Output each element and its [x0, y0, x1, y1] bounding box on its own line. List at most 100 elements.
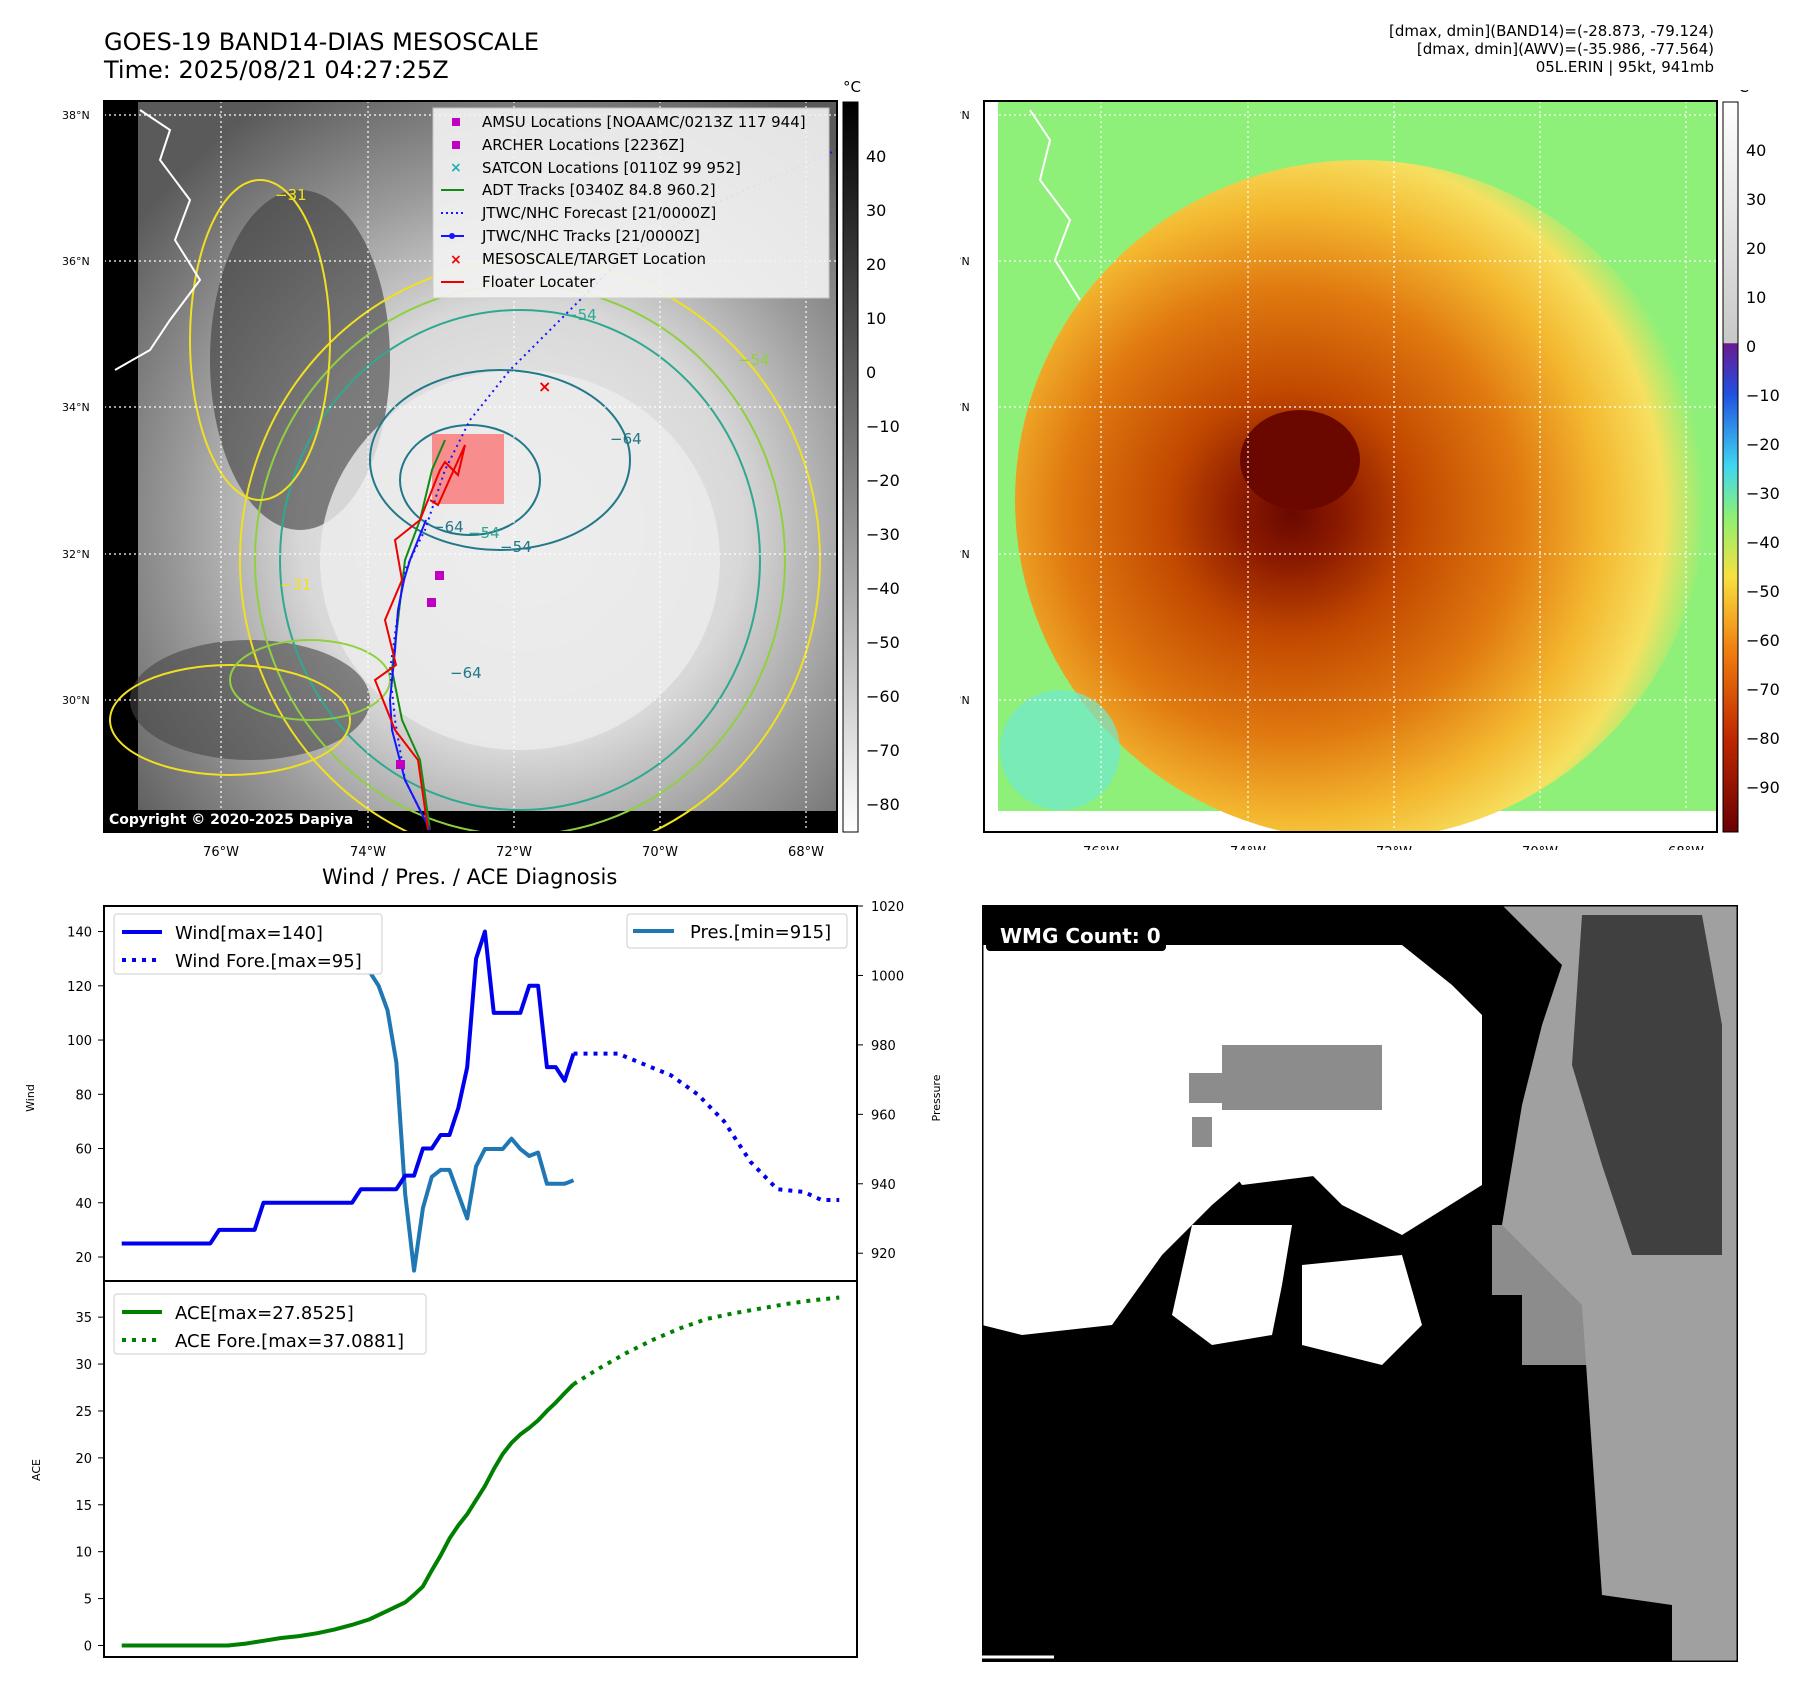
wmg-gray-region [1222, 1045, 1382, 1110]
copyright-label: Copyright © 2020-2025 Dapiya [104, 810, 359, 830]
lat-label: 38°N [62, 109, 90, 122]
cbar-tick: 30 [1746, 190, 1766, 209]
legend-floater: Floater Locater [482, 273, 596, 291]
legend-satcon: SATCON Locations [0110Z 99 952] [482, 159, 741, 177]
cbar-tick: −60 [1746, 631, 1780, 650]
gray-colorbar-ticks: 40 30 20 10 0 −10 −20 −30 −40 −50 −60 −7… [866, 147, 900, 814]
lon-label: 72°W [1376, 845, 1412, 850]
lat-labels-left: 38°N 36°N 34°N 32°N 30°N [62, 109, 90, 707]
y-tick-label: 120 [67, 980, 92, 995]
legend-archer: ARCHER Locations [2236Z] [482, 136, 685, 154]
lon-labels-right: 76°W 74°W 72°W 70°W 68°W [1083, 845, 1704, 850]
lat-label: 36°N [960, 255, 970, 268]
color-ir-image [984, 101, 1717, 832]
contour-label: −64 [432, 518, 464, 536]
pressure-legend: Pres.[min=915] [626, 913, 848, 949]
lat-label: 36°N [62, 255, 90, 268]
legend-amsu: AMSU Locations [NOAAMC/0213Z 117 944] [482, 113, 806, 131]
wind-line [121, 929, 576, 1246]
cbar-tick: −10 [866, 417, 900, 436]
lon-label: 76°W [1083, 845, 1119, 850]
cbar-tick: 10 [1746, 288, 1766, 307]
legend-target: MESOSCALE/TARGET Location [482, 250, 706, 268]
y-tick-label: 10 [75, 1546, 92, 1561]
y-tick-label: 35 [75, 1311, 92, 1326]
archer-marker-2 [396, 760, 405, 769]
cbar-tick: 40 [1746, 141, 1766, 160]
legend-pressure: Pres.[min=915] [690, 922, 831, 943]
cbar-tick: 30 [866, 201, 886, 220]
map-legend: × × AMSU Locations [NOAAMC/0213Z 117 944… [432, 107, 830, 299]
ace-forecast-line [572, 1295, 840, 1386]
cbar-tick: 20 [1746, 239, 1766, 258]
floater-track [373, 444, 466, 831]
y-tick-label: 20 [75, 1452, 92, 1467]
lat-label: 34°N [960, 401, 970, 414]
lon-label: 68°W [788, 845, 824, 860]
svg-text:×: × [450, 160, 462, 176]
contour-label: −54 [565, 306, 597, 324]
cbar-tick: −20 [1746, 435, 1780, 454]
y-tick-label: 920 [871, 1247, 896, 1262]
color-colorbar-ticks: 40 30 20 10 0 −10 −20 −30 −40 −50 −60 −7… [1746, 141, 1780, 797]
lat-label: 38°N [960, 109, 970, 122]
lat-label: 32°N [62, 548, 90, 561]
archer-marker [427, 598, 436, 607]
contour-label: −31 [280, 576, 312, 594]
info-block: [dmax, dmin](BAND14)=(-28.873, -79.124) … [1389, 22, 1714, 76]
wmg-count-label: WMG Count: 0 [1000, 924, 1161, 948]
cbar-tick: 0 [866, 363, 876, 382]
info-line1: [dmax, dmin](BAND14)=(-28.873, -79.124) [1389, 22, 1714, 40]
lon-label: 74°W [1230, 845, 1266, 850]
cbar-tick: −40 [1746, 533, 1780, 552]
info-line3: 05L.ERIN | 95kt, 941mb [1535, 58, 1714, 76]
gray-colorbar [842, 101, 859, 833]
target-marker: × [538, 377, 551, 396]
color-colorbar-unit: °C [1731, 90, 1749, 96]
contour-label: −54 [500, 538, 532, 556]
y-tick-label: 100 [67, 1034, 92, 1049]
ace-lines [121, 1295, 840, 1648]
title-line1: GOES-19 BAND14-DIAS MESOSCALE [104, 28, 540, 56]
lat-label: 32°N [960, 548, 970, 561]
y-tick-label: 1020 [871, 900, 904, 915]
y-tick-label: 80 [75, 1088, 92, 1103]
legend-ace: ACE[max=27.8525] [175, 1303, 354, 1324]
wind-pressure-chart: 20 40 60 80 100 120 140 920 940 960 980 1000 1020 W… [24, 900, 943, 1280]
y-tick-label: 5 [84, 1593, 92, 1608]
y-tick-label: 30 [75, 1358, 92, 1373]
contour-label: −64 [610, 430, 642, 448]
cbar-tick: −70 [866, 741, 900, 760]
ace-legend: ACE[max=27.8525] ACE Fore.[max=37.0881] [113, 1293, 427, 1355]
lat-label: 34°N [62, 401, 90, 414]
color-colorbar [1722, 101, 1739, 833]
lon-label: 72°W [496, 845, 532, 860]
amsu-marker [435, 571, 444, 580]
contour-label: −64 [450, 664, 482, 682]
cbar-tick: −90 [1746, 778, 1780, 797]
contour-labels: −31 −54 −64 −54 −64 −64 −54 −54 −31 [275, 186, 770, 682]
cbar-tick: −20 [866, 471, 900, 490]
cbar-tick: −30 [1746, 484, 1780, 503]
title-line2: Time: 2025/08/21 04:27:25Z [104, 56, 449, 84]
cbar-tick: 20 [866, 255, 886, 274]
cbar-tick: −60 [866, 687, 900, 706]
y-tick-label: 960 [871, 1108, 896, 1123]
legend-ace-fore: ACE Fore.[max=37.0881] [175, 1331, 404, 1352]
gray-colorbar-unit: °C [843, 78, 861, 96]
legend-wind-fore: Wind Fore.[max=95] [175, 951, 362, 972]
cbar-tick: 0 [1746, 337, 1756, 356]
lon-label: 70°W [1522, 845, 1558, 850]
pressure-y-ticks: 920 940 960 980 1000 1020 [857, 900, 904, 1262]
y-tick-label: 40 [75, 1197, 92, 1212]
y-tick-label: 60 [75, 1143, 92, 1158]
y-tick-label: 15 [75, 1499, 92, 1514]
ace-line [121, 1382, 575, 1648]
legend-forecast: JTWC/NHC Forecast [21/0000Z] [481, 204, 716, 222]
cbar-tick: −80 [1746, 729, 1780, 748]
coastline [114, 109, 202, 371]
ace-y-label: ACE [30, 1459, 43, 1481]
wind-legend: Wind[max=140] Wind Fore.[max=95] [113, 913, 383, 975]
cbar-tick: −70 [1746, 680, 1780, 699]
lat-labels-right: 38°N 36°N 34°N 32°N 30°N [960, 109, 970, 707]
